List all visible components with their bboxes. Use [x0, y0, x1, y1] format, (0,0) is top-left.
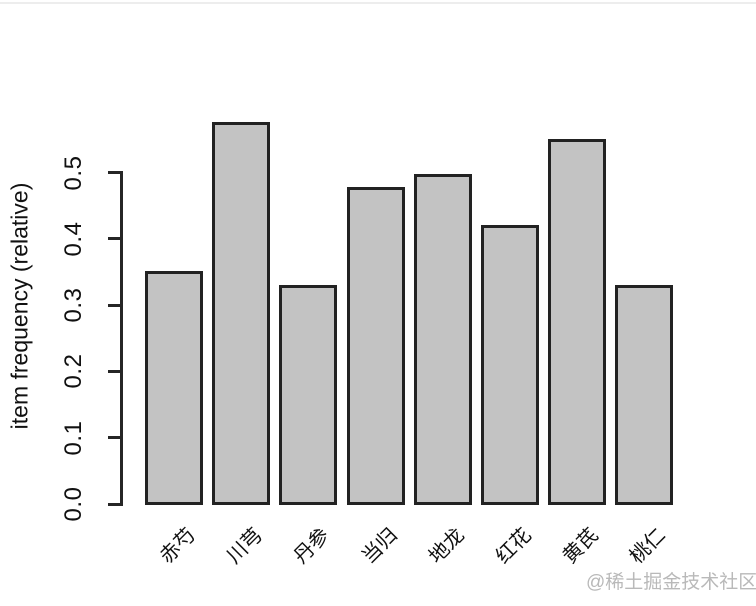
bar-3 [279, 285, 337, 505]
y-tick-label: 0.2 [60, 353, 87, 389]
y-tick-label: 0.4 [60, 221, 87, 257]
bar-2 [212, 122, 270, 505]
y-axis-tick [108, 303, 123, 307]
page-top-divider [0, 2, 756, 4]
y-axis-tick [108, 502, 123, 506]
y-axis-title: item frequency (relative) [6, 182, 33, 430]
y-tick-label: 0.0 [60, 486, 87, 522]
bar-7 [548, 139, 606, 505]
watermark-text: @稀土掘金技术社区 [586, 572, 756, 593]
y-tick-label: 0.3 [60, 287, 87, 323]
y-axis-tick [108, 436, 123, 440]
y-axis-tick [108, 369, 123, 373]
bar-6 [481, 225, 539, 505]
y-tick-label: 0.1 [60, 420, 87, 456]
y-tick-label: 0.5 [60, 155, 87, 190]
bar-4 [347, 187, 405, 505]
y-axis-line [120, 171, 123, 505]
bar-8 [615, 285, 673, 505]
bar-5 [414, 174, 472, 505]
y-axis-tick [108, 171, 123, 174]
y-axis-tick [108, 237, 123, 241]
bar-1 [145, 271, 203, 505]
